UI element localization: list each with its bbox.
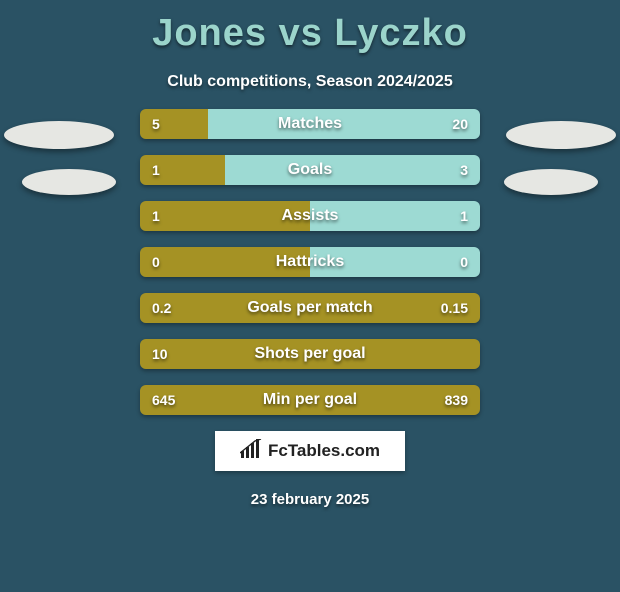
stat-bar-right bbox=[208, 109, 480, 139]
stat-bar-left bbox=[140, 385, 480, 415]
player-right-ellipse-1 bbox=[506, 121, 616, 149]
stat-bar-left bbox=[140, 201, 310, 231]
stat-row: Hattricks00 bbox=[140, 247, 480, 277]
page-title: Jones vs Lyczko bbox=[0, 12, 620, 55]
stat-bar-right bbox=[310, 201, 480, 231]
comparison-stage: Matches520 Goals13 Assists11 Hattricks00 Goa… bbox=[0, 109, 620, 415]
player-left-ellipse-2 bbox=[22, 169, 116, 195]
stat-bar-left bbox=[140, 339, 480, 369]
stat-row: Shots per goal10 bbox=[140, 339, 480, 369]
stat-bar-left bbox=[140, 247, 310, 277]
player-left-ellipse-1 bbox=[4, 121, 114, 149]
subtitle: Club competitions, Season 2024/2025 bbox=[0, 73, 620, 91]
bars-container: Matches520 Goals13 Assists11 Hattricks00 Goa… bbox=[140, 109, 480, 415]
stat-bar-left bbox=[140, 293, 480, 323]
stat-row: Assists11 bbox=[140, 201, 480, 231]
date-label: 23 february 2025 bbox=[0, 491, 620, 508]
player-right-ellipse-2 bbox=[504, 169, 598, 195]
stat-row: Goals13 bbox=[140, 155, 480, 185]
branding-badge: FcTables.com bbox=[215, 431, 405, 471]
stat-bar-left bbox=[140, 109, 208, 139]
branding-label: FcTables.com bbox=[268, 441, 380, 461]
stat-bar-right bbox=[225, 155, 480, 185]
stat-bar-right bbox=[310, 247, 480, 277]
stat-row: Goals per match0.20.15 bbox=[140, 293, 480, 323]
stat-bar-left bbox=[140, 155, 225, 185]
stat-row: Matches520 bbox=[140, 109, 480, 139]
stat-row: Min per goal645839 bbox=[140, 385, 480, 415]
chart-icon bbox=[240, 439, 262, 464]
